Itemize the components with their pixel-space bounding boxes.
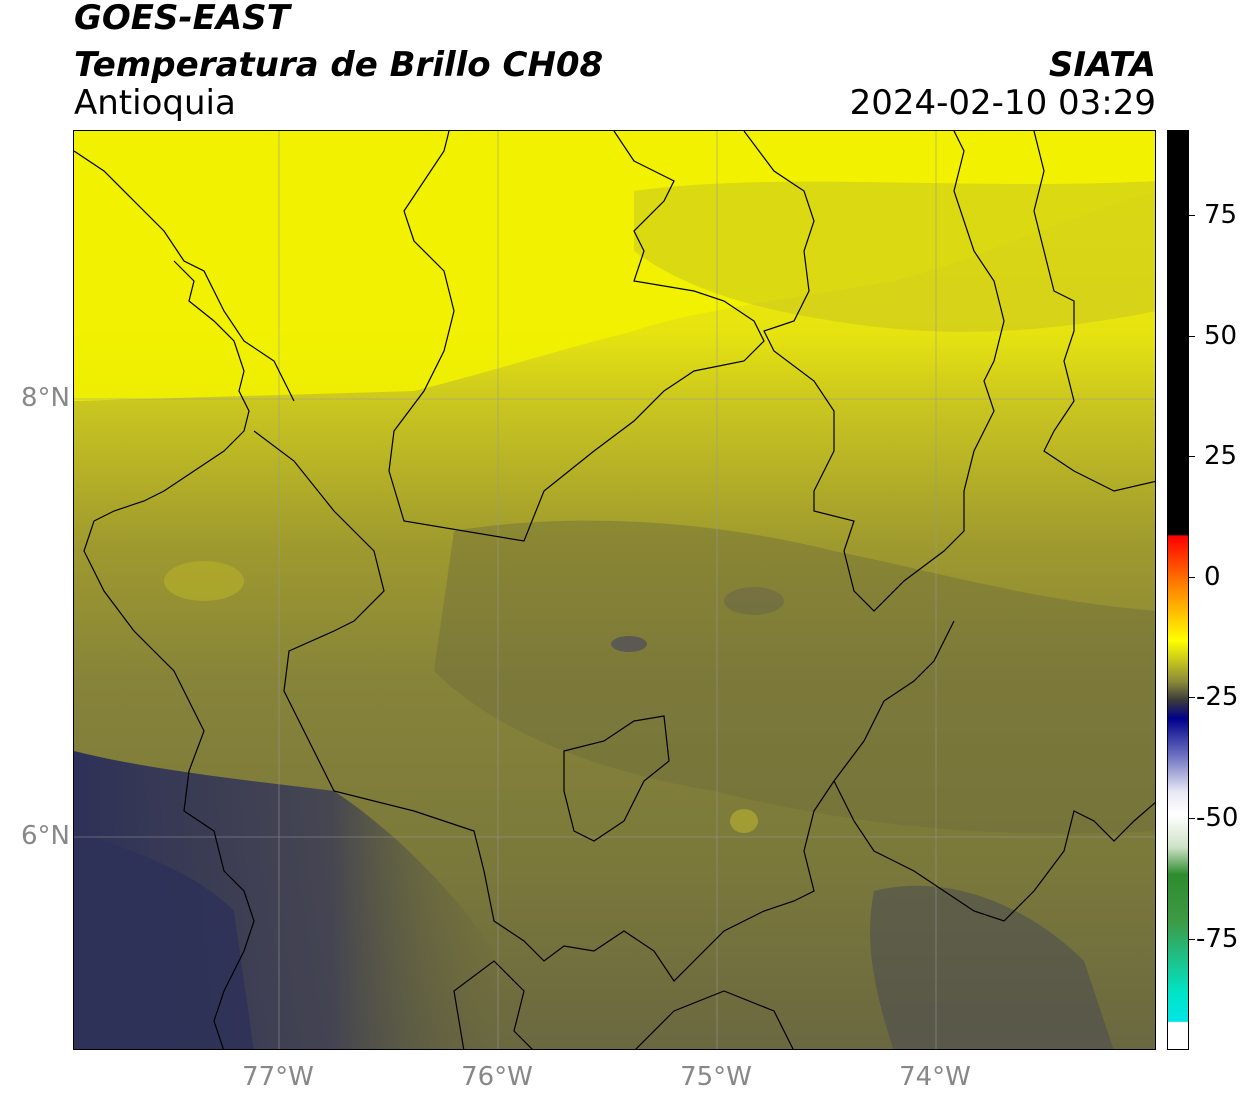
antioquia-border-south [253, 430, 955, 982]
border-south-2 [635, 990, 794, 1049]
warm-patch [730, 809, 758, 833]
yellow-olive-band [634, 181, 1155, 332]
cbar-label-75: 75 [1204, 200, 1238, 230]
cbar-label-25: 25 [1204, 441, 1238, 471]
lon-tick-77w: 77°W [242, 1062, 314, 1092]
graticule [74, 131, 1155, 1049]
coastline-west [83, 260, 255, 1049]
lon-tick-76w: 76°W [461, 1062, 533, 1092]
department-border-north [388, 131, 765, 542]
colorbar-gradient [1168, 131, 1188, 1049]
cbar-label-neg25: -25 [1196, 682, 1239, 712]
cbar-label-neg50: -50 [1196, 803, 1239, 833]
border-southeast [833, 780, 1155, 922]
warm-patch [164, 561, 244, 601]
map-svg [74, 131, 1155, 1049]
lon-tick-74w: 74°W [899, 1062, 971, 1092]
lat-tick-8n: 8°N [21, 383, 70, 413]
department-border-east [743, 131, 1005, 612]
cbar-tick-mark [1189, 939, 1195, 940]
central-olive-region [434, 520, 1155, 834]
border-south [453, 960, 533, 1049]
cbar-label-neg75: -75 [1196, 924, 1239, 954]
lon-tick-75w: 75°W [680, 1062, 752, 1092]
cbar-label-50: 50 [1204, 321, 1238, 351]
cold-cloud-blob [724, 587, 784, 615]
satellite-title: GOES-EAST [74, 0, 290, 38]
cbar-tick-mark [1189, 697, 1195, 698]
cbar-tick-mark [1189, 818, 1195, 819]
southwest-coldest-region [74, 831, 254, 1049]
coastline-uraba [74, 150, 295, 402]
brightness-temperature-map [73, 130, 1156, 1050]
agency-label: SIATA [1048, 45, 1156, 85]
datetime-label: 2024-02-10 03:29 [849, 83, 1156, 123]
lat-tick-6n: 6°N [21, 821, 70, 851]
cbar-tick-mark [1189, 215, 1195, 216]
product-title: Temperatura de Brillo CH08 [74, 45, 604, 85]
colorbar-fill [1168, 131, 1188, 1049]
border-northeast [1033, 131, 1155, 492]
boundaries [74, 131, 1155, 1049]
cbar-tick-mark [1189, 577, 1195, 578]
municipality-outline [563, 715, 670, 842]
colorbar [1167, 130, 1189, 1050]
cbar-tick-mark [1189, 456, 1195, 457]
cbar-tick-mark [1189, 336, 1195, 337]
southeast-cold-patch [870, 885, 1114, 1049]
cbar-label-0: 0 [1204, 562, 1221, 592]
region-label: Antioquia [74, 83, 236, 123]
cold-cloud-blob [611, 636, 647, 652]
